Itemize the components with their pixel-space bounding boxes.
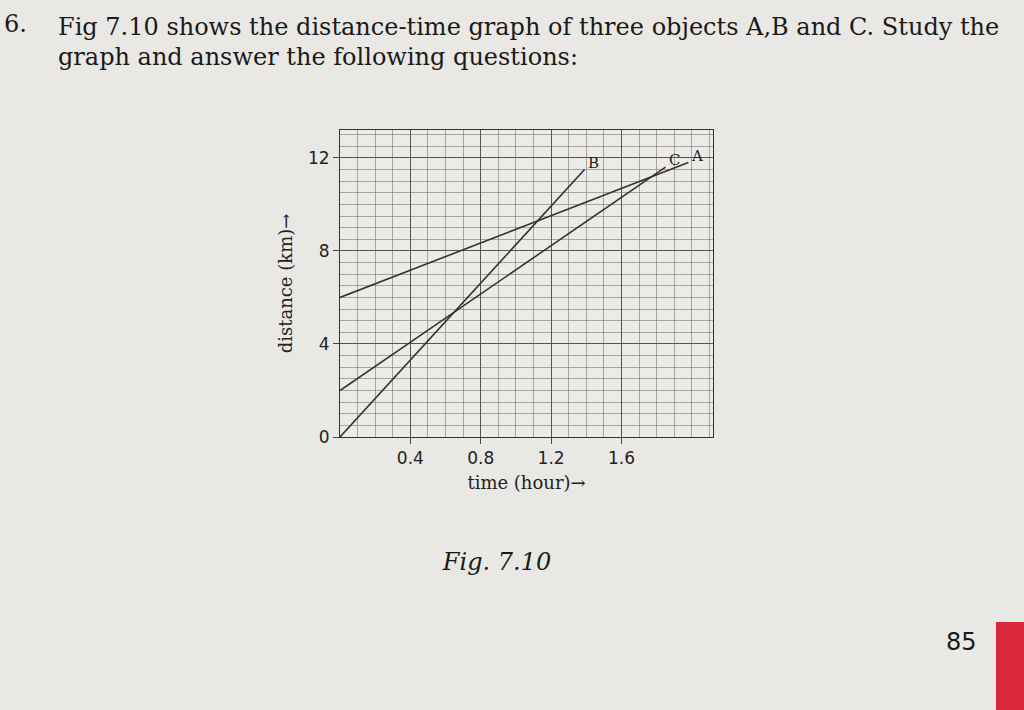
svg-text:0.8: 0.8: [467, 448, 494, 468]
svg-text:12: 12: [308, 148, 330, 168]
svg-text:time (hour)→: time (hour)→: [467, 472, 585, 493]
svg-text:0: 0: [319, 427, 330, 447]
svg-text:A: A: [691, 147, 703, 165]
svg-text:0.4: 0.4: [397, 448, 424, 468]
html-text:Fig 7.10 shows the distance-ti: Fig 7.10 shows the distance-time graph o…: [58, 13, 1000, 71]
html-text:85: 85: [946, 628, 977, 656]
svg-text:distance (km)→: distance (km)→: [275, 214, 296, 354]
svg-text:4: 4: [319, 334, 330, 354]
svg-text:8: 8: [319, 241, 330, 261]
svg-text:B: B: [588, 154, 599, 172]
html-text:Fig. 7.10: Fig. 7.10: [442, 548, 552, 576]
html-text:6.: 6.: [4, 10, 27, 38]
svg-text:1.6: 1.6: [608, 448, 635, 468]
svg-text:C: C: [669, 151, 680, 169]
svg-text:1.2: 1.2: [538, 448, 565, 468]
